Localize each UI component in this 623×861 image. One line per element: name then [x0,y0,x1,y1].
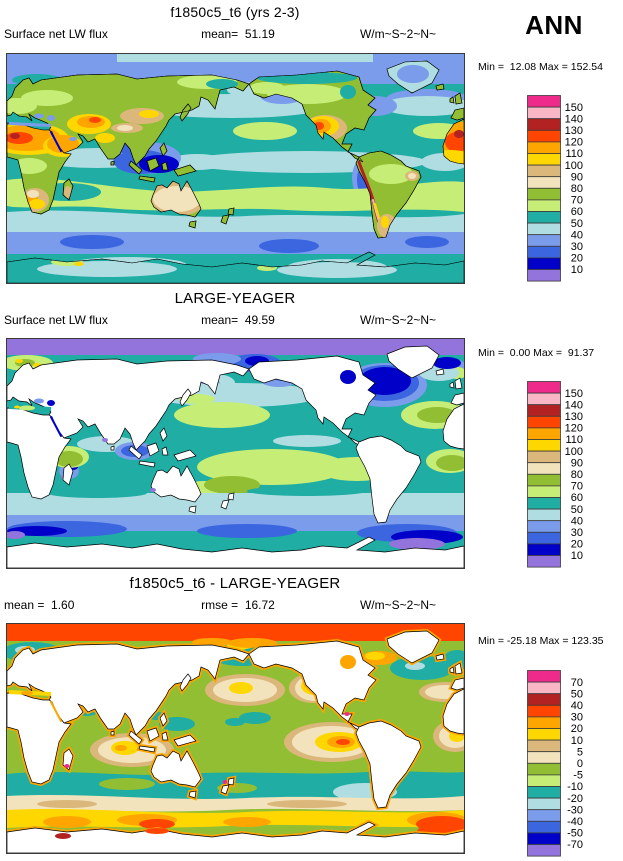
svg-text:10: 10 [571,735,583,747]
panel-model: f1850c5_t6 (yrs 2-3) Surface net LW flux… [0,4,623,290]
svg-text:5: 5 [577,746,583,758]
minmax-label: Min = -25.18 Max = 123.35 [478,635,604,647]
svg-text:110: 110 [565,434,583,446]
map-model [6,53,465,284]
svg-text:-10: -10 [567,781,583,793]
panel-obs-labels: Surface net LW flux mean= 49.59 W/m~S~2~… [0,313,466,328]
panel-diff: f1850c5_t6 - LARGE-YEAGER mean = 1.60 rm… [0,575,623,861]
svg-text:30: 30 [571,527,583,539]
svg-text:30: 30 [571,712,583,724]
minmax-label: Min = 0.00 Max = 91.37 [478,347,595,359]
svg-text:60: 60 [571,492,583,504]
rmse-label: rmse = 16.72 [201,598,275,612]
svg-text:50: 50 [571,218,583,230]
svg-text:-30: -30 [567,804,583,816]
panel-model-title: f1850c5_t6 (yrs 2-3) [170,4,300,20]
svg-text:130: 130 [565,411,583,423]
units-label: W/m~S~2~N~ [359,27,436,41]
variable-label: Surface net LW flux [4,313,108,327]
svg-text:70: 70 [571,481,583,493]
svg-text:80: 80 [571,469,583,481]
svg-text:70: 70 [571,195,583,207]
svg-text:-5: -5 [573,770,583,782]
svg-text:40: 40 [571,229,583,241]
svg-text:40: 40 [571,515,583,527]
svg-text:-70: -70 [567,839,583,851]
map-diff [6,623,465,854]
svg-text:120: 120 [565,137,583,149]
svg-text:70: 70 [571,677,583,689]
panel-diff-labels: mean = 1.60 rmse = 16.72 W/m~S~2~N~ [0,598,466,613]
svg-text:50: 50 [571,504,583,516]
mean-label: mean = 1.60 [4,598,75,612]
svg-text:-50: -50 [567,828,583,840]
svg-text:-20: -20 [567,793,583,805]
svg-text:110: 110 [565,148,583,160]
svg-text:30: 30 [571,241,583,253]
svg-text:150: 150 [565,388,583,400]
svg-text:10: 10 [571,264,583,276]
svg-text:20: 20 [571,723,583,735]
panel-obs-title: LARGE-YEAGER [174,290,296,307]
variable-label: Surface net LW flux [4,27,108,41]
panel-diff-title: f1850c5_t6 - LARGE-YEAGER [129,575,341,592]
minmax-label: Min = 12.08 Max = 152.54 [478,61,603,73]
panel-obs: LARGE-YEAGER Surface net LW flux mean= 4… [0,290,623,576]
mean-label: mean= 51.19 [201,27,275,41]
svg-text:150: 150 [565,102,583,114]
svg-text:40: 40 [571,700,583,712]
svg-text:10: 10 [571,550,583,562]
svg-text:80: 80 [571,183,583,195]
map-obs [6,338,465,569]
svg-text:60: 60 [571,206,583,218]
svg-text:20: 20 [571,539,583,551]
svg-text:100: 100 [565,160,583,172]
panel-model-labels: Surface net LW flux mean= 51.19 W/m~S~2~… [0,27,466,42]
svg-text:-40: -40 [567,816,583,828]
svg-text:100: 100 [565,446,583,458]
svg-text:90: 90 [571,457,583,469]
svg-text:140: 140 [565,399,583,411]
svg-text:130: 130 [565,125,583,137]
mean-label: mean= 49.59 [201,313,275,327]
units-label: W/m~S~2~N~ [359,313,436,327]
svg-text:120: 120 [565,423,583,435]
units-label: W/m~S~2~N~ [359,598,436,612]
svg-text:90: 90 [571,171,583,183]
svg-text:20: 20 [571,253,583,265]
svg-text:50: 50 [571,688,583,700]
season-label: ANN [525,10,583,40]
svg-text:140: 140 [565,113,583,125]
svg-text:0: 0 [577,758,583,770]
